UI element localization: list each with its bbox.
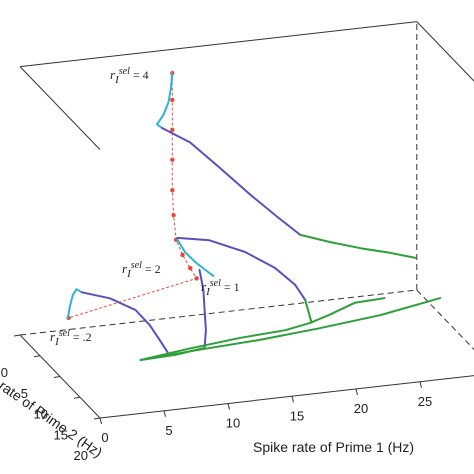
annotation-base: r	[50, 329, 56, 344]
y-tick	[13, 334, 21, 337]
marker	[180, 252, 185, 258]
marker	[188, 265, 193, 271]
box-edge	[416, 21, 474, 82]
annotation-base: r	[122, 261, 128, 276]
x-tick	[291, 396, 294, 403]
annotation-base: r	[201, 279, 207, 294]
annotation-sup: sel	[131, 260, 142, 271]
annotation-text: = .2	[73, 330, 92, 344]
annotation-sub: I	[205, 286, 211, 298]
box-edge	[19, 66, 101, 150]
x-tick	[227, 403, 230, 410]
annotation: rIsel = .2	[50, 328, 92, 348]
annotation-text: = 4	[133, 68, 149, 82]
annotation-sup: sel	[210, 278, 221, 289]
box-edge	[19, 289, 417, 336]
x-tick-label: 25	[418, 394, 432, 409]
trajectory	[139, 321, 314, 361]
trajectory	[66, 288, 83, 320]
trajectory	[299, 233, 417, 259]
annotation-text: = 2	[145, 262, 161, 276]
annotation: rIsel = 1	[201, 278, 240, 298]
y-tick-label: 10	[34, 407, 48, 422]
trajectory	[176, 238, 215, 277]
y-tick	[93, 417, 101, 420]
marker	[170, 188, 175, 193]
y-tick	[53, 376, 61, 378]
annotation-sub: I	[54, 336, 60, 348]
x-axis-title: Spike rate of Prime 1 (Hz)	[253, 439, 414, 455]
annotation-sub: I	[126, 268, 132, 280]
y-tick-label: 5	[21, 386, 28, 401]
annotation-base: r	[110, 67, 116, 82]
x-tick	[99, 417, 102, 425]
x-tick-label: 5	[165, 423, 172, 438]
x-tick-label: 0	[101, 430, 108, 445]
y-tick-label: 15	[54, 427, 68, 442]
trajectory	[176, 236, 307, 302]
box-edge	[19, 21, 417, 68]
marker	[170, 97, 175, 103]
y-tick	[73, 396, 81, 399]
annotation: rIsel = 2	[122, 260, 161, 280]
annotation-sub: I	[114, 74, 120, 86]
trajectory	[198, 268, 207, 349]
trajectory	[161, 127, 302, 236]
marker	[194, 276, 199, 281]
annotation-sup: sel	[59, 328, 70, 339]
annotation-sup: sel	[119, 66, 130, 77]
trajectory	[304, 297, 386, 324]
trajectory	[139, 346, 206, 361]
x-tick	[163, 410, 166, 417]
marker	[170, 157, 175, 162]
marker	[170, 127, 175, 133]
annotation-text: = 1	[224, 280, 240, 294]
trajectory	[80, 291, 169, 354]
trajectory	[156, 72, 174, 129]
x-tick-label: 20	[354, 401, 368, 416]
y-tick-label: 20	[74, 448, 88, 463]
y-tick-label: 0	[1, 365, 8, 380]
x-tick	[419, 381, 422, 388]
x-tick	[355, 388, 358, 396]
box-edge	[99, 375, 474, 419]
annotation: rIsel = 4	[110, 66, 149, 86]
marker	[171, 212, 176, 218]
y-tick	[33, 355, 41, 358]
x-tick-label: 15	[290, 408, 304, 423]
x-tick-label: 10	[226, 416, 240, 431]
